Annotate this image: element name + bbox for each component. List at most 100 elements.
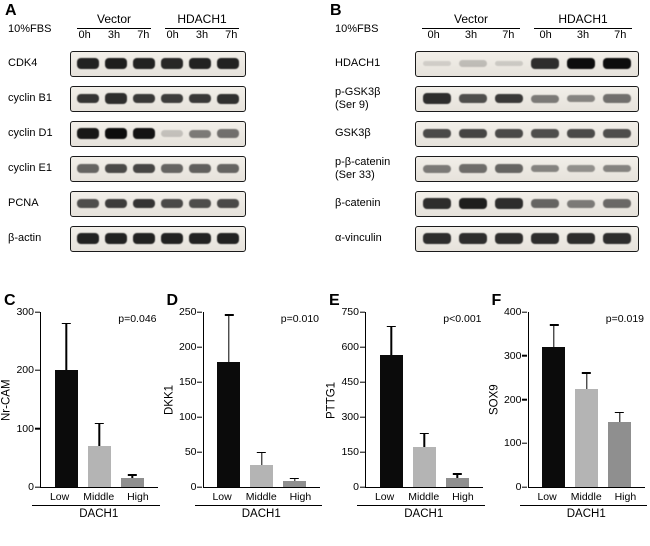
panel-letter: C <box>4 292 16 309</box>
y-axis-tick <box>34 486 40 488</box>
y-tick-label: 100 <box>178 411 197 423</box>
blot-band <box>133 58 155 69</box>
blot-lane <box>102 163 130 174</box>
blot-band <box>458 164 488 173</box>
y-tick-label: 400 <box>503 306 522 318</box>
bar-group <box>542 312 566 487</box>
blot-band <box>602 164 632 173</box>
group-header-row: Vector HDACH1 <box>70 12 246 29</box>
blot-lane <box>455 60 491 67</box>
blot-band <box>133 93 155 104</box>
blot-lane <box>158 130 186 137</box>
bar-high <box>608 422 632 487</box>
blot-lane <box>214 198 242 209</box>
blot-lane <box>102 58 130 69</box>
y-axis-tick <box>522 398 527 401</box>
blot-band <box>105 163 127 174</box>
blot-band <box>602 199 632 208</box>
timepoint-label: 7h <box>502 29 515 41</box>
blot-lane <box>214 164 242 173</box>
blot-band <box>161 198 183 209</box>
blot-band <box>189 233 211 244</box>
blot-band <box>602 128 632 139</box>
blot-strip <box>415 155 639 182</box>
blot-lane <box>563 58 599 69</box>
timepoint-row: 0h 3h 7h 0h 3h 7h <box>415 29 639 46</box>
y-axis-tick <box>522 311 527 313</box>
group-header: HDACH1 <box>165 12 239 29</box>
bar-middle <box>87 446 111 487</box>
y-tick-label: 200 <box>16 364 34 377</box>
error-bar <box>615 411 625 423</box>
bar-high <box>120 478 144 487</box>
x-tick-labels: Low Middle High <box>365 491 483 503</box>
p-value-label: p=0.019 <box>605 313 644 325</box>
timepoint-label: 7h <box>225 29 238 41</box>
blot-lane <box>491 93 527 104</box>
y-axis-tick <box>34 311 40 313</box>
bar-chart-section: C Nr-CAM p=0.046 0 100 200 300 Low Middle High DAC… <box>0 292 650 546</box>
blot-band <box>602 94 632 103</box>
blot-lane <box>74 93 102 104</box>
error-cap <box>615 411 625 414</box>
blot-lane <box>527 94 563 103</box>
blot-lane <box>491 233 527 244</box>
blot-lane <box>527 128 563 139</box>
blot-strip <box>70 225 246 252</box>
x-tick-label: Low <box>537 491 557 503</box>
error-bar <box>452 473 462 478</box>
blot-band <box>161 164 183 173</box>
blot-lane <box>186 58 214 69</box>
blot-band <box>566 164 596 173</box>
blot-band <box>161 58 183 69</box>
y-axis-title: Nr-CAM <box>0 379 13 421</box>
blot-lane <box>130 128 158 139</box>
y-tick-label: 300 <box>503 349 522 362</box>
blot-strip <box>415 50 639 77</box>
blot-band <box>189 164 211 173</box>
blot-lane <box>599 128 635 139</box>
blot-lane <box>599 233 635 244</box>
protein-label: p-GSK3β (Ser 9) <box>335 85 381 111</box>
y-tick-label: 200 <box>503 393 522 406</box>
panel-letter: B <box>330 2 342 19</box>
blot-band <box>458 60 488 67</box>
x-tick-label: Low <box>374 491 395 503</box>
blot-lane <box>419 198 455 209</box>
chart-body: DKK1 p=0.010 0 50 100 150 200 250 Low Middle High D… <box>163 306 322 520</box>
chart-nr-cam: C Nr-CAM p=0.046 0 100 200 300 Low Middle High DAC… <box>0 292 163 546</box>
protein-label: cyclin B1 <box>8 92 53 105</box>
bar-group <box>575 312 599 487</box>
blot-lane <box>214 129 242 138</box>
x-tick-label: High <box>614 491 637 503</box>
blot-strip <box>70 155 246 182</box>
error-bar <box>94 422 104 447</box>
serum-condition-label: 10%FBS <box>335 23 379 35</box>
blot-lane <box>599 58 635 69</box>
blot-lane <box>186 198 214 209</box>
blot-lane <box>130 233 158 244</box>
chart-body: SOX9 p=0.019 0 100 200 300 400 Low Middle High DAC… <box>488 306 647 520</box>
x-tick-label: Middle <box>245 491 277 503</box>
panel-a-western-blots: A 10%FBS Vector HDACH1 0h 3h 7h 0h 3h 7h CDK4 cycli… <box>0 0 325 292</box>
blot-band <box>422 128 452 139</box>
blot-band <box>494 233 524 244</box>
blot-strip <box>415 85 639 112</box>
protein-label: β-actin <box>8 232 42 245</box>
blot-band <box>494 93 524 104</box>
blot-band <box>161 93 183 104</box>
blot-lane <box>491 164 527 173</box>
y-tick-label: 100 <box>16 422 34 435</box>
group-header-row: Vector HDACH1 <box>415 12 639 29</box>
bar-middle <box>575 388 599 487</box>
x-axis-title: DACH1 <box>566 508 606 520</box>
blot-band <box>494 198 524 209</box>
bars <box>366 312 483 487</box>
bar-high <box>283 480 307 487</box>
blot-band <box>566 199 596 208</box>
protein-label: p-β-catenin (Ser 33) <box>335 155 391 181</box>
blot-row <box>415 46 639 81</box>
blot-lane <box>563 233 599 244</box>
blot-lane <box>214 58 242 69</box>
bars <box>41 312 158 487</box>
